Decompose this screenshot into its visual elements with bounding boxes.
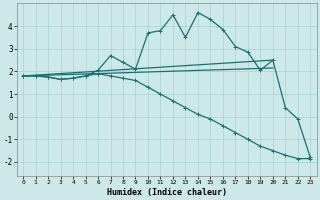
- X-axis label: Humidex (Indice chaleur): Humidex (Indice chaleur): [107, 188, 227, 197]
